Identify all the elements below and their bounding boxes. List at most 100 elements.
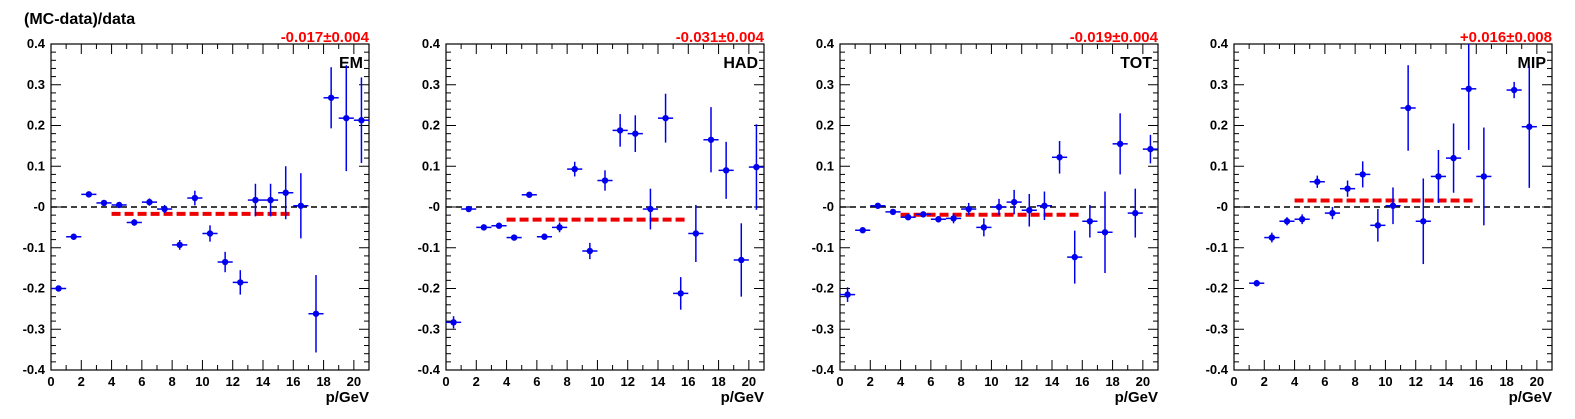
y-tick-label: 0.1 xyxy=(1210,158,1228,173)
marker xyxy=(206,230,214,237)
marker xyxy=(1071,253,1078,261)
marker xyxy=(495,222,503,229)
marker xyxy=(1389,202,1397,209)
y-tick-label: -0.3 xyxy=(1206,321,1228,336)
marker xyxy=(632,130,639,137)
panel-label: EM xyxy=(339,55,363,72)
data-point xyxy=(597,170,613,191)
marker xyxy=(237,279,244,286)
data-point xyxy=(567,161,583,177)
data-point xyxy=(1294,214,1310,225)
data-point xyxy=(157,204,173,214)
marker xyxy=(692,230,700,237)
data-point xyxy=(491,222,507,229)
data-point xyxy=(1461,44,1477,150)
data-point xyxy=(202,225,218,242)
data-point xyxy=(1036,191,1052,221)
panel-tot: -0.4 -0.3 -0.2 -0.1 -0 0.1 0.2 0.3 0.4 0 2 4 6 8 10 12 1… xyxy=(812,29,1159,406)
data-point xyxy=(976,218,992,237)
marker xyxy=(115,201,123,209)
x-axis-label: p/GeV xyxy=(721,389,764,406)
data-point xyxy=(1142,134,1158,164)
x-tick-label: 0 xyxy=(442,374,449,389)
data-point xyxy=(1521,65,1537,188)
data-point xyxy=(961,202,977,216)
marker xyxy=(541,233,548,240)
x-tick-label: 18 xyxy=(1499,374,1513,389)
marker xyxy=(601,177,609,184)
data-point xyxy=(521,191,537,198)
panel-label: MIP xyxy=(1518,55,1547,72)
x-tick-label: 14 xyxy=(651,374,666,389)
x-tick-label: 10 xyxy=(195,374,209,389)
y-tick-label: -0.4 xyxy=(812,362,835,377)
marker xyxy=(738,256,745,264)
marker xyxy=(753,163,760,171)
data-point xyxy=(1400,65,1416,151)
marker xyxy=(327,94,335,101)
data-point xyxy=(870,202,886,209)
data-point xyxy=(446,316,462,329)
marker xyxy=(1283,218,1291,225)
data-point xyxy=(1370,209,1386,242)
y-tick-label: -0.1 xyxy=(23,240,45,255)
data-point xyxy=(308,275,324,353)
x-tick-label: 16 xyxy=(681,374,695,389)
y-tick-label: -0.2 xyxy=(418,281,440,296)
x-tick-label: 18 xyxy=(1105,374,1119,389)
x-tick-label: 6 xyxy=(927,374,934,389)
x-tick-label: 14 xyxy=(1045,374,1060,389)
y-tick-label: 0.1 xyxy=(422,158,440,173)
y-tick-label: 0.4 xyxy=(1210,36,1229,51)
x-tick-label: 2 xyxy=(473,374,480,389)
y-tick-label: 0.3 xyxy=(1210,77,1228,92)
marker xyxy=(1465,85,1472,93)
fit-label: -0.019±0.004 xyxy=(1070,29,1159,46)
marker xyxy=(571,165,578,173)
y-tick-label: -0.4 xyxy=(418,362,441,377)
marker xyxy=(1298,216,1306,223)
marker xyxy=(1359,171,1366,178)
data-point xyxy=(1506,81,1522,99)
data-point xyxy=(1446,123,1462,193)
data-point xyxy=(461,205,477,213)
x-tick-label: 16 xyxy=(1469,374,1483,389)
marker xyxy=(282,189,289,196)
data-point xyxy=(1430,149,1446,203)
y-tick-label: -0.2 xyxy=(1206,281,1228,296)
marker xyxy=(965,205,972,213)
y-tick-label: -0.3 xyxy=(418,321,440,336)
marker xyxy=(1510,86,1518,94)
marker xyxy=(1086,218,1094,225)
data-point xyxy=(688,204,704,263)
data-point xyxy=(1112,113,1128,175)
data-point xyxy=(1021,193,1037,227)
y-tick-label: 0.4 xyxy=(27,36,46,51)
data-point xyxy=(278,166,294,220)
marker xyxy=(677,290,684,297)
marker xyxy=(1526,123,1533,130)
y-tick-label: -0.1 xyxy=(812,240,834,255)
data-point xyxy=(232,270,248,295)
x-tick-label: 18 xyxy=(316,374,330,389)
marker xyxy=(904,213,912,221)
data-point xyxy=(172,240,188,250)
data-point xyxy=(673,277,689,310)
data-point xyxy=(141,198,157,206)
panel-had: -0.4 -0.3 -0.2 -0.1 -0 0.1 0.2 0.3 0.4 0 2 4 6 8 10 12 1… xyxy=(418,29,765,406)
marker xyxy=(70,233,77,240)
y-tick-label: 0.2 xyxy=(816,118,834,133)
data-point xyxy=(338,65,354,172)
global-ylabel: (MC-data)/data xyxy=(24,11,135,28)
data-point xyxy=(1415,178,1431,265)
y-tick-label: -0.3 xyxy=(812,321,834,336)
marker xyxy=(1420,218,1427,225)
x-tick-label: 8 xyxy=(564,374,571,389)
y-tick-label: -0.2 xyxy=(23,281,45,296)
marker xyxy=(1147,145,1154,153)
marker xyxy=(526,191,533,198)
marker xyxy=(586,247,594,255)
data-point xyxy=(885,208,901,216)
y-tick-label: 0.3 xyxy=(816,77,834,92)
data-point xyxy=(930,215,946,223)
